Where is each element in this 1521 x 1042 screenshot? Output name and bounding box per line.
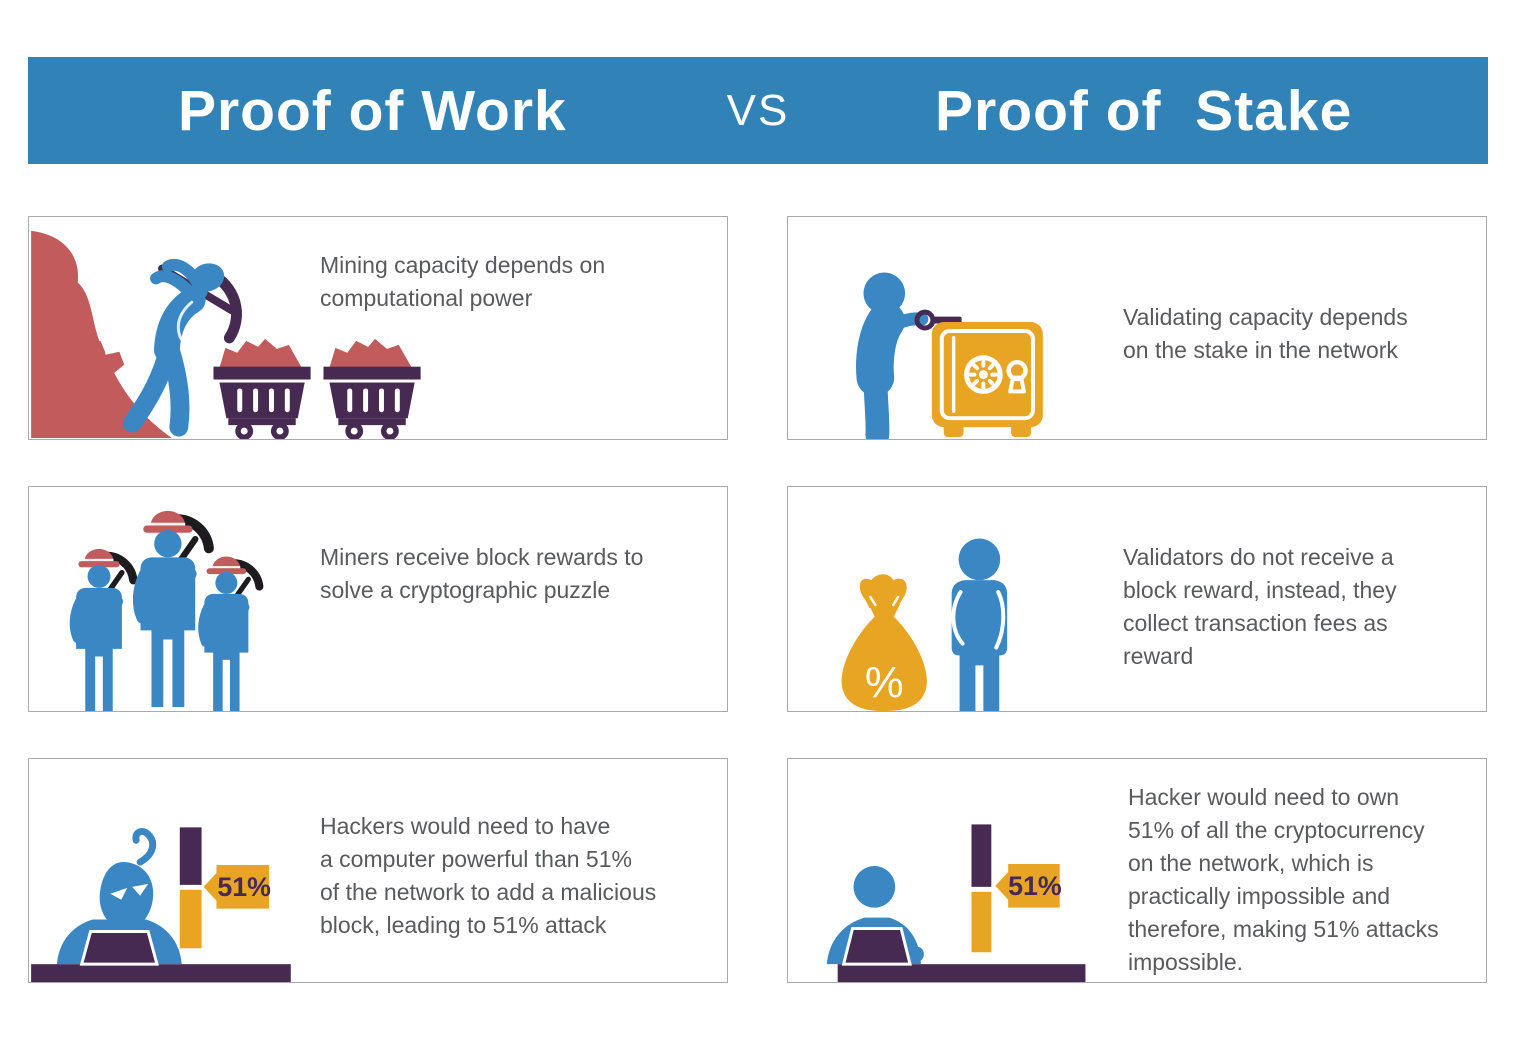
bar-51-icon [179,827,202,949]
money-bag-icon: % [841,574,927,711]
bar-51-icon [971,824,992,953]
hacker-laptop-icon: 51% [31,827,291,982]
card-pos-validating: Validating capacity depends on the stake… [787,216,1487,440]
card-text: Validating capacity depends on the stake… [1123,304,1408,363]
person-figure-icon [826,866,924,966]
validator-safe-icon [856,272,1043,439]
badge-51-label: 51% [1008,871,1062,901]
badge-51: 51% [203,865,271,909]
card-pos-transaction-fees: % Validators do not receive a block rewa… [787,486,1487,712]
vs-label: VS [726,85,790,135]
laptop-icon [79,929,159,966]
badge-51-label: 51% [217,872,271,902]
mine-cart-icon [213,338,311,439]
miner-icon [139,511,209,707]
rock-icon [31,230,172,439]
badge-51: 51% [995,864,1062,908]
card-text: Validators do not receive a block reward… [1123,544,1397,669]
card-pow-mining: Mining capacity depends on computational… [28,216,728,440]
card-text: Mining capacity depends on computational… [320,252,606,311]
validator-laptop-icon: 51% [826,824,1086,982]
miner-icon [203,557,259,711]
person-figure-icon [951,538,1008,711]
card-text: Hacker would need to own 51% of all the … [1128,784,1439,975]
safe-icon [931,322,1043,438]
person-figure-icon [856,272,929,439]
desk-icon [31,964,291,982]
money-bag-person-icon: % [841,538,1008,711]
safe-dial-icon [968,359,999,390]
card-text: Hackers would need to have a computer po… [320,813,657,938]
hacker-figure-icon [56,828,182,966]
header-banner: Proof of Work VS Proof of Stake [28,57,1488,164]
miner-icon [75,549,134,711]
mine-cart-icon [323,338,421,439]
pos-title: Proof of Stake [935,78,1353,143]
laptop-icon [841,926,912,966]
card-text: Miners receive block rewards to solve a … [320,544,644,603]
miner-mining-icon [31,230,421,439]
desk-icon [837,964,1086,982]
card-pow-block-rewards: Miners receive block rewards to solve a … [28,486,728,712]
pow-title: Proof of Work [177,78,567,143]
percent-label: % [865,659,904,707]
miner-figure-icon [122,259,225,437]
card-pos-51-attack: 51% Hacker would need to own 51% of all … [787,758,1487,983]
card-pow-51-attack: 51% Hackers would need to have a compute… [28,758,728,983]
